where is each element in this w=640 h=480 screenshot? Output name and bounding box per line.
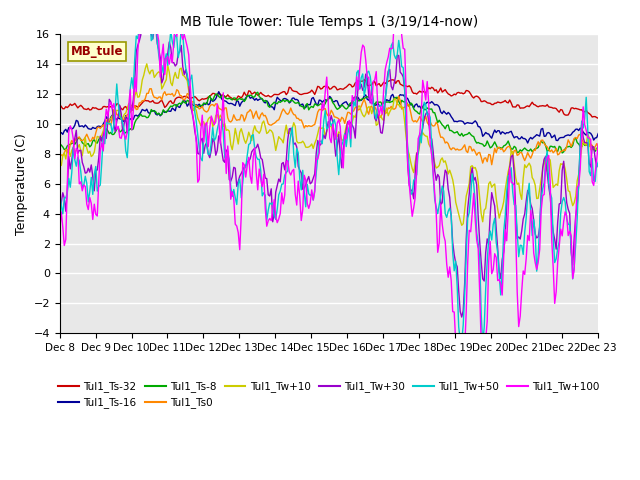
Tul1_Tw+100 [56, 226, 63, 232]
Tul1_Tw+30 [218, 148, 225, 154]
Tul1_Tw+10 [458, 222, 465, 228]
Tul1_Tw+50 [479, 341, 486, 347]
Legend: Tul1_Ts-32, Tul1_Ts-16, Tul1_Ts-8, Tul1_Ts0, Tul1_Tw+10, Tul1_Tw+30, Tul1_Tw+50,: Tul1_Ts-32, Tul1_Ts-16, Tul1_Ts-8, Tul1_… [54, 377, 604, 413]
Tul1_Tw+10 [56, 162, 63, 168]
Tul1_Tw+50 [245, 142, 253, 147]
Tul1_Ts0 [595, 144, 602, 150]
Tul1_Tw+100 [122, 136, 130, 142]
Tul1_Tw+10 [595, 146, 602, 152]
Tul1_Tw+50 [567, 244, 575, 250]
Tul1_Ts-8 [122, 130, 130, 136]
Tul1_Tw+30 [140, 0, 148, 3]
Tul1_Ts-32 [291, 89, 299, 95]
Tul1_Ts-8 [293, 100, 301, 106]
Tul1_Ts-8 [567, 144, 575, 150]
Tul1_Tw+10 [293, 138, 301, 144]
Text: MB_tule: MB_tule [70, 45, 123, 58]
Tul1_Ts-32 [216, 91, 224, 97]
Line: Tul1_Ts-16: Tul1_Ts-16 [60, 92, 598, 143]
Tul1_Ts-32 [234, 93, 242, 99]
Tul1_Tw+50 [56, 189, 63, 194]
Tul1_Tw+30 [567, 250, 575, 255]
Tul1_Tw+50 [293, 145, 301, 151]
Tul1_Ts-16 [595, 131, 602, 136]
Y-axis label: Temperature (C): Temperature (C) [15, 133, 28, 235]
Tul1_Ts-8 [243, 93, 251, 98]
Tul1_Tw+30 [56, 213, 63, 218]
Tul1_Ts-32 [56, 101, 63, 107]
Tul1_Ts-16 [293, 96, 301, 102]
Tul1_Tw+100 [567, 233, 575, 239]
Tul1_Tw+30 [458, 314, 465, 320]
Tul1_Tw+30 [245, 158, 253, 164]
Tul1_Tw+10 [245, 129, 253, 135]
Tul1_Tw+100 [245, 155, 253, 160]
Line: Tul1_Ts0: Tul1_Ts0 [60, 89, 598, 165]
Tul1_Tw+10 [236, 130, 244, 135]
Tul1_Tw+10 [122, 110, 130, 116]
Tul1_Tw+100 [595, 141, 602, 146]
Tul1_Ts-16 [236, 103, 244, 109]
Tul1_Tw+30 [595, 161, 602, 167]
Title: MB Tule Tower: Tule Temps 1 (3/19/14-now): MB Tule Tower: Tule Temps 1 (3/19/14-now… [180, 15, 478, 29]
Tul1_Ts-32 [243, 93, 251, 98]
Tul1_Tw+50 [595, 164, 602, 169]
Tul1_Ts-32 [595, 115, 602, 121]
Tul1_Tw+100 [218, 117, 225, 123]
Tul1_Ts-8 [558, 150, 566, 156]
Tul1_Ts-16 [122, 113, 130, 119]
Tul1_Ts-8 [254, 89, 262, 95]
Tul1_Ts-16 [218, 96, 225, 102]
Tul1_Tw+30 [122, 115, 130, 120]
Tul1_Ts-32 [566, 109, 573, 115]
Tul1_Ts0 [56, 155, 63, 160]
Tul1_Ts0 [218, 107, 225, 113]
Tul1_Ts-16 [56, 131, 63, 137]
Tul1_Ts-16 [524, 140, 532, 146]
Tul1_Tw+50 [236, 176, 244, 182]
Tul1_Tw+10 [218, 115, 225, 121]
Tul1_Ts-32 [360, 77, 368, 83]
Line: Tul1_Tw+10: Tul1_Tw+10 [60, 64, 598, 225]
Line: Tul1_Ts-32: Tul1_Ts-32 [60, 80, 598, 118]
Tul1_Tw+10 [567, 197, 575, 203]
Tul1_Tw+10 [143, 61, 150, 67]
Tul1_Ts-8 [234, 96, 242, 102]
Tul1_Ts-8 [56, 141, 63, 146]
Line: Tul1_Ts-8: Tul1_Ts-8 [60, 92, 598, 153]
Tul1_Ts-8 [595, 144, 602, 149]
Tul1_Ts0 [293, 115, 301, 121]
Tul1_Tw+50 [122, 148, 130, 154]
Tul1_Tw+100 [236, 247, 244, 252]
Tul1_Ts0 [236, 117, 244, 123]
Tul1_Ts0 [567, 144, 575, 149]
Tul1_Ts-16 [567, 132, 575, 137]
Tul1_Ts0 [488, 162, 495, 168]
Tul1_Tw+100 [293, 202, 301, 208]
Tul1_Ts0 [245, 109, 253, 115]
Tul1_Ts0 [147, 86, 155, 92]
Tul1_Ts-16 [215, 89, 223, 95]
Tul1_Ts-32 [122, 104, 130, 109]
Tul1_Ts-16 [245, 93, 253, 98]
Tul1_Tw+50 [218, 118, 225, 124]
Line: Tul1_Tw+30: Tul1_Tw+30 [60, 0, 598, 317]
Tul1_Tw+100 [460, 395, 467, 400]
Line: Tul1_Tw+100: Tul1_Tw+100 [60, 0, 598, 397]
Tul1_Ts-8 [216, 95, 224, 101]
Tul1_Ts0 [122, 114, 130, 120]
Tul1_Tw+30 [236, 173, 244, 179]
Tul1_Tw+30 [293, 144, 301, 150]
Tul1_Tw+50 [150, 4, 158, 10]
Line: Tul1_Tw+50: Tul1_Tw+50 [60, 7, 598, 344]
